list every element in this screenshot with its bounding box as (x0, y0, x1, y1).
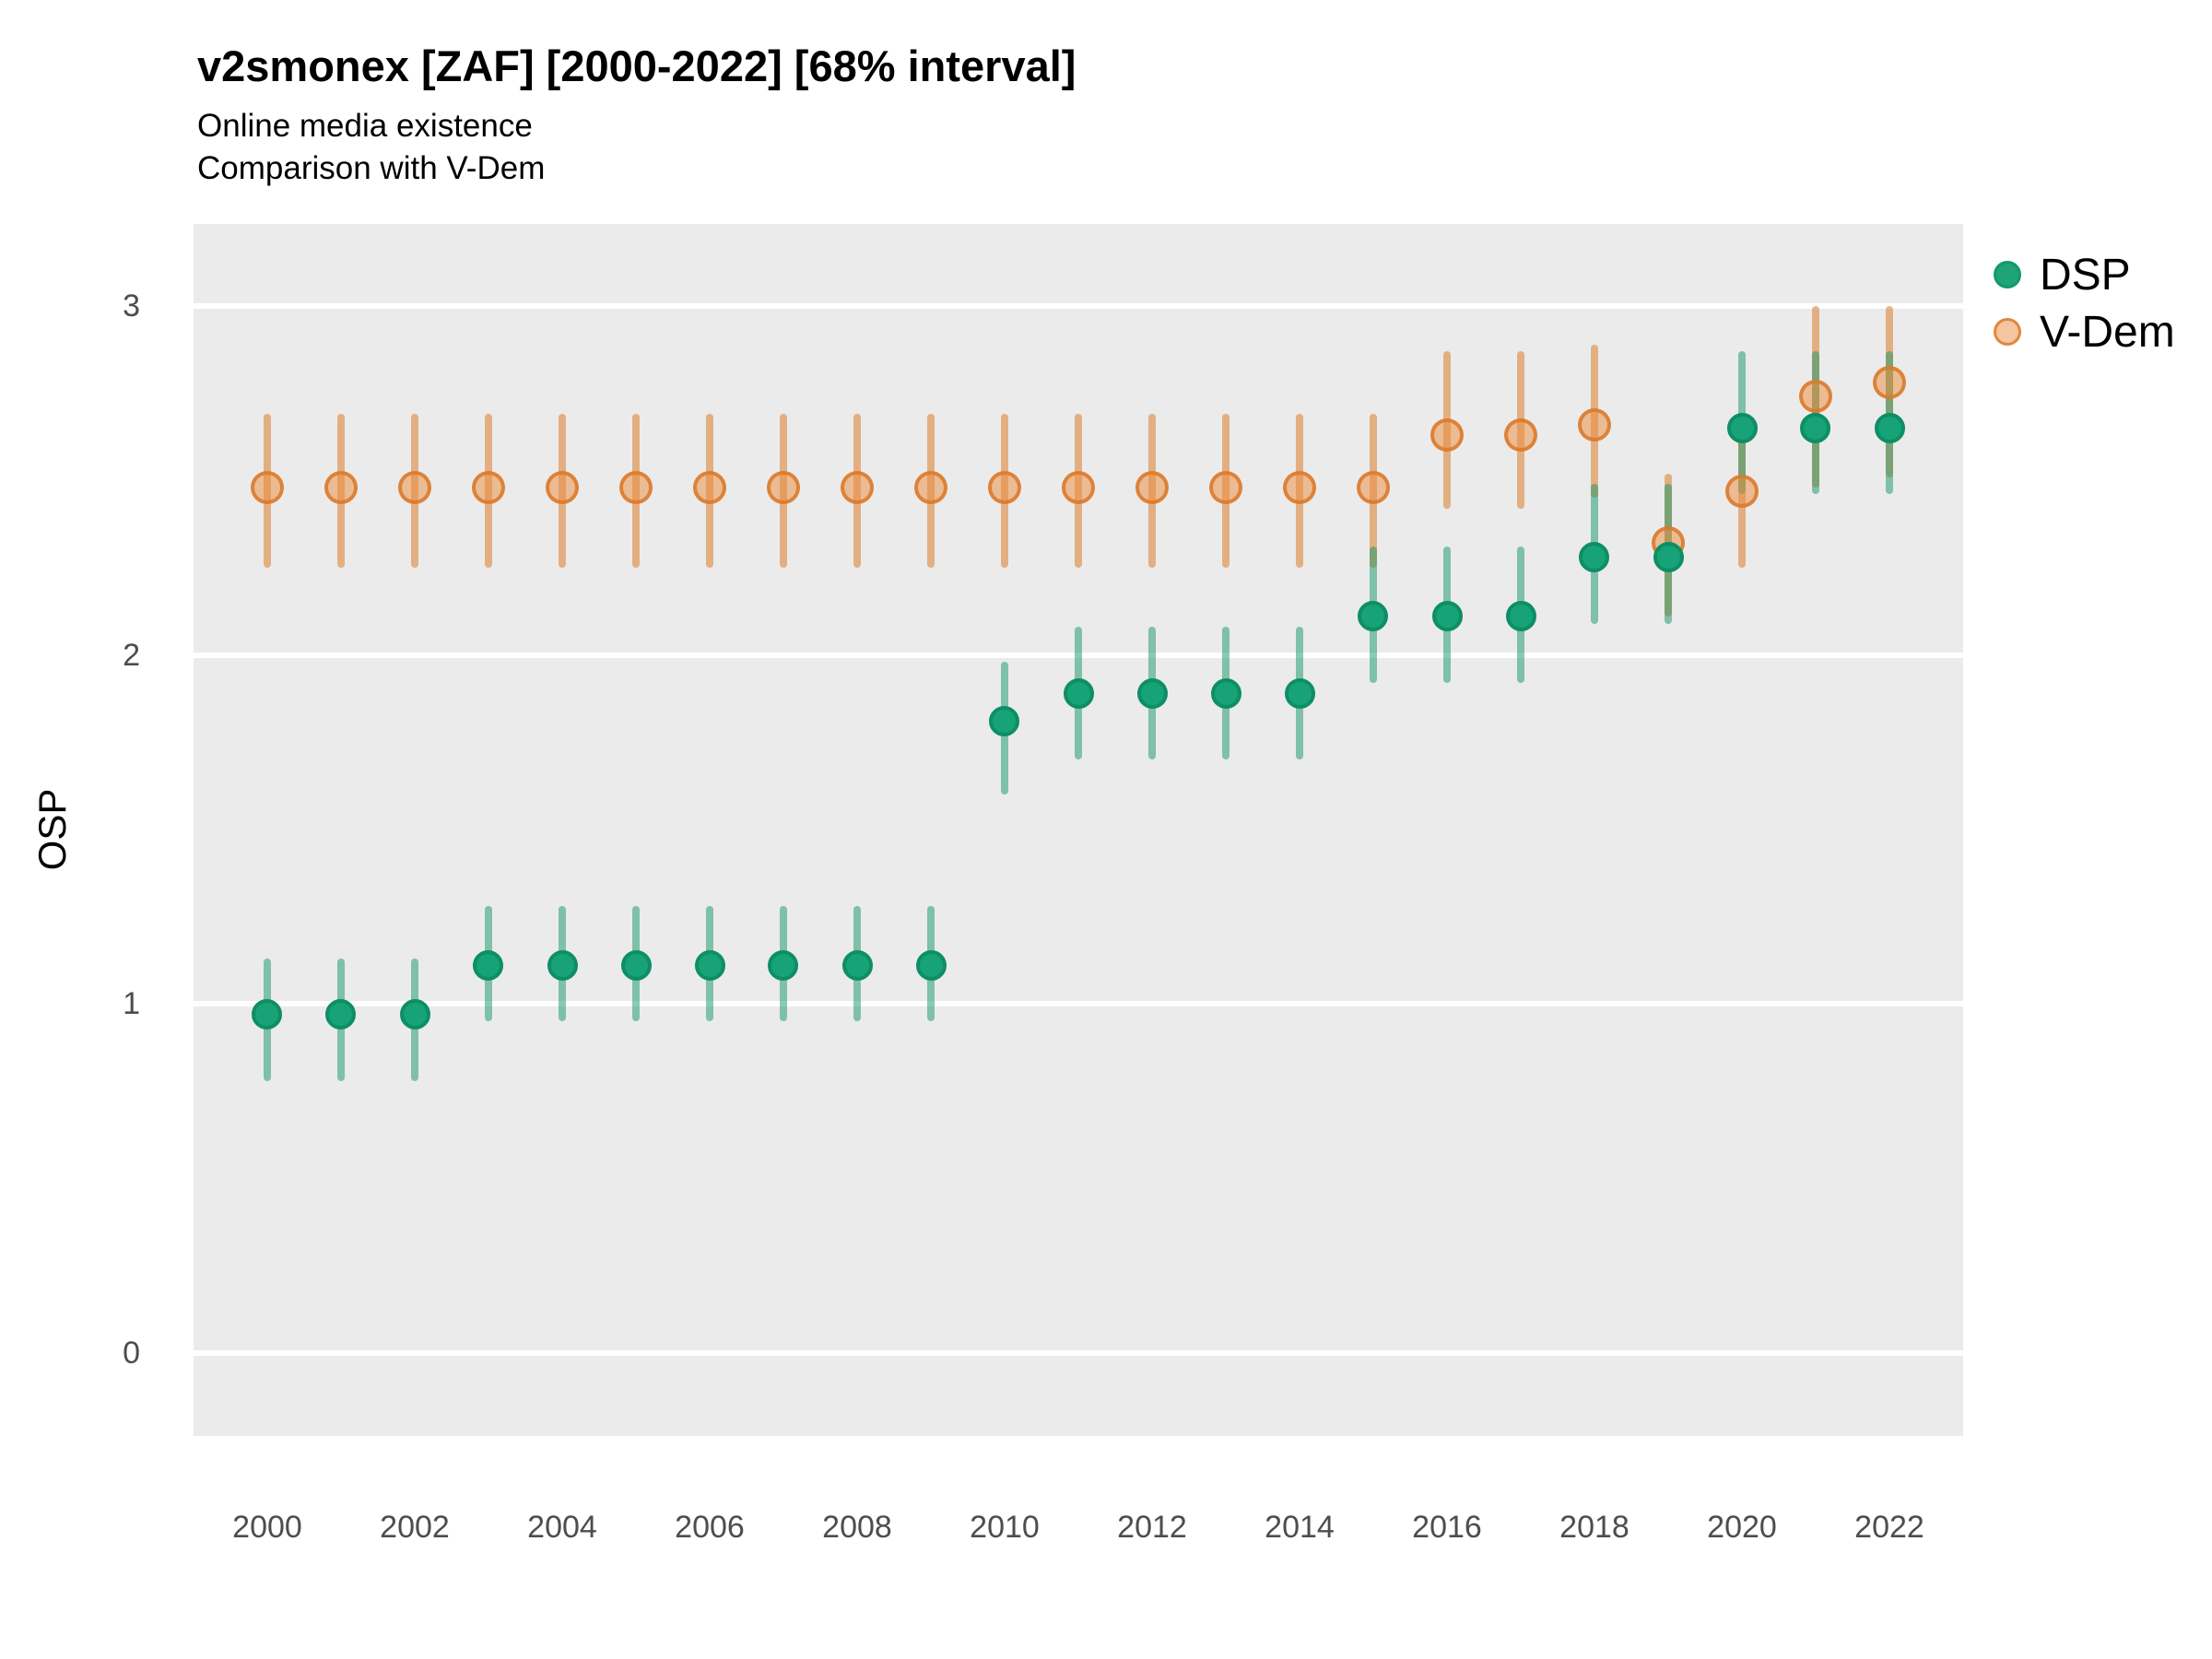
legend-item-v-dem: V-Dem (1994, 308, 2175, 357)
data-point-dsp-2005 (620, 950, 652, 982)
data-point-v-dem-2008 (841, 470, 874, 504)
data-point-v-dem-2004 (546, 470, 579, 504)
data-point-dsp-2013 (1210, 677, 1241, 709)
x-tick-label-2014: 2014 (1265, 1510, 1335, 1545)
chart-title: v2smonex [ZAF] [2000-2022] [68% interval… (197, 41, 1077, 90)
data-point-dsp-2015 (1358, 601, 1389, 632)
y-tick-label-0: 0 (123, 1335, 140, 1371)
legend-swatch-v-dem (1994, 318, 2021, 346)
y-axis-title: OSP (30, 788, 74, 871)
data-point-v-dem-2009 (914, 470, 947, 504)
legend-label-dsp: DSP (2040, 250, 2131, 300)
gridline-y-0 (194, 1349, 1963, 1356)
legend-label-v-dem: V-Dem (2040, 307, 2175, 357)
data-point-v-dem-2001 (324, 470, 358, 504)
data-point-v-dem-2011 (1062, 470, 1095, 504)
data-point-dsp-2019 (1653, 542, 1684, 573)
data-point-dsp-2014 (1284, 677, 1315, 709)
chart-subtitle-line2: Comparison with V-Dem (197, 150, 546, 186)
x-tick-label-2022: 2022 (1854, 1510, 1924, 1545)
data-point-v-dem-2005 (619, 470, 653, 504)
data-point-v-dem-2020 (1725, 474, 1759, 508)
data-point-dsp-2020 (1726, 413, 1758, 443)
x-tick-label-2002: 2002 (380, 1510, 450, 1545)
plot-panel (194, 224, 1963, 1436)
data-point-dsp-2001 (325, 999, 357, 1030)
data-point-dsp-2012 (1136, 677, 1168, 709)
x-tick-label-2008: 2008 (822, 1510, 892, 1545)
legend-item-dsp: DSP (1994, 250, 2175, 300)
data-point-v-dem-2016 (1430, 418, 1464, 453)
legend-swatch-dsp (1994, 261, 2021, 288)
data-point-v-dem-2015 (1356, 470, 1390, 504)
data-point-v-dem-2007 (766, 470, 800, 504)
x-tick-label-2020: 2020 (1707, 1510, 1777, 1545)
data-point-dsp-2004 (547, 950, 578, 982)
data-point-v-dem-2010 (987, 470, 1021, 504)
x-tick-label-2006: 2006 (675, 1510, 745, 1545)
data-point-dsp-2008 (841, 950, 873, 982)
x-tick-label-2016: 2016 (1412, 1510, 1482, 1545)
data-point-v-dem-2013 (1209, 470, 1242, 504)
data-point-dsp-2011 (1063, 677, 1094, 709)
data-point-dsp-2006 (694, 950, 725, 982)
data-point-v-dem-2021 (1798, 380, 1832, 414)
y-tick-label-2: 2 (123, 637, 140, 673)
data-point-dsp-2003 (473, 950, 504, 982)
x-tick-label-2004: 2004 (527, 1510, 597, 1545)
data-point-dsp-2017 (1505, 601, 1536, 632)
gridline-y-3 (194, 302, 1963, 309)
data-point-v-dem-2017 (1504, 418, 1537, 453)
x-tick-label-2018: 2018 (1559, 1510, 1630, 1545)
legend: DSP V-Dem (1994, 250, 2175, 357)
data-point-v-dem-2003 (471, 470, 505, 504)
data-point-dsp-2009 (915, 950, 947, 982)
data-point-dsp-2010 (989, 706, 1020, 737)
data-point-dsp-2000 (252, 999, 283, 1030)
x-tick-label-2000: 2000 (232, 1510, 302, 1545)
chart-subtitle-line1: Online media existence (197, 108, 533, 144)
data-point-dsp-2007 (768, 950, 799, 982)
data-point-dsp-2022 (1874, 413, 1905, 443)
gridline-y-1 (194, 1001, 1963, 1007)
data-point-v-dem-2022 (1873, 366, 1906, 400)
data-point-v-dem-2002 (398, 470, 431, 504)
data-point-dsp-2021 (1800, 413, 1831, 443)
x-tick-label-2012: 2012 (1117, 1510, 1187, 1545)
y-tick-label-1: 1 (123, 986, 140, 1022)
x-tick-label-2010: 2010 (970, 1510, 1040, 1545)
data-point-dsp-2002 (399, 999, 430, 1030)
data-point-dsp-2016 (1431, 601, 1463, 632)
data-point-v-dem-2006 (693, 470, 726, 504)
data-point-dsp-2018 (1579, 542, 1610, 573)
data-point-v-dem-2000 (250, 470, 284, 504)
data-point-v-dem-2012 (1135, 470, 1169, 504)
data-point-v-dem-2018 (1577, 407, 1611, 441)
data-point-v-dem-2014 (1283, 470, 1316, 504)
y-tick-label-3: 3 (123, 288, 140, 324)
